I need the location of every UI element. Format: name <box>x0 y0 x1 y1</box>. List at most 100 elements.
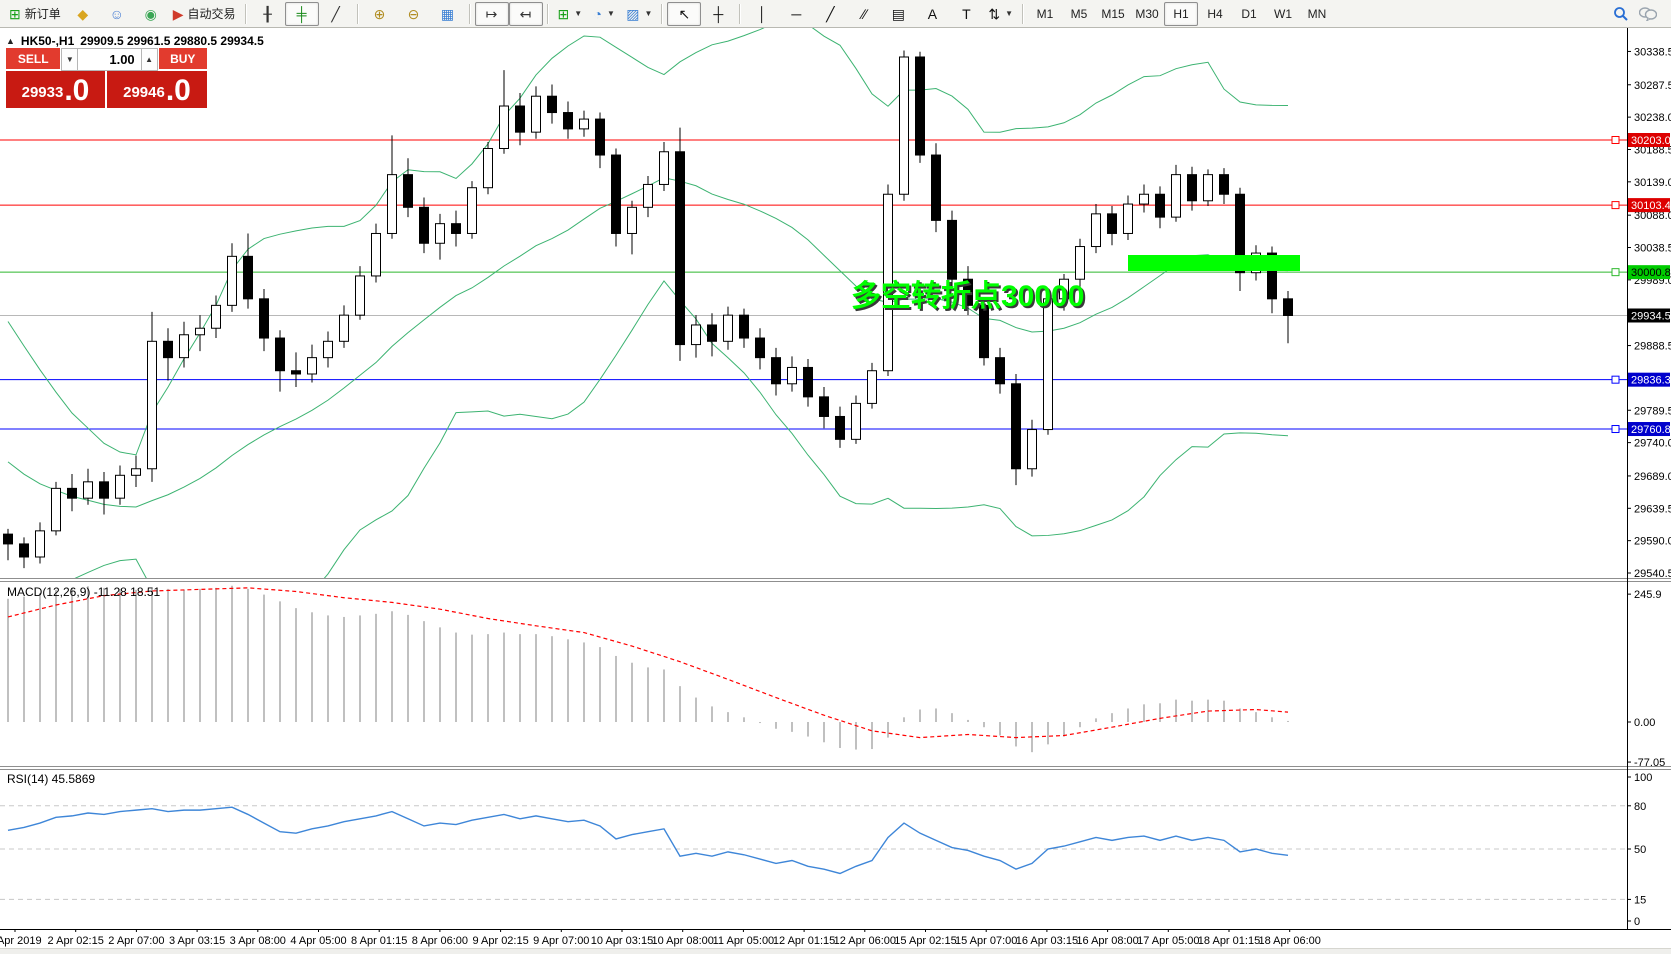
rsi-indicator-label: RSI(14) 45.5869 <box>7 772 96 786</box>
volume-increase-button[interactable]: ▲ <box>140 48 158 71</box>
toolbar-separator <box>468 3 471 24</box>
buy-price[interactable]: 29946 .0 <box>107 71 207 108</box>
timeframe-button-m5[interactable]: M5 <box>1070 6 1088 21</box>
search-icon[interactable] <box>1613 6 1629 22</box>
timeframe-button-m15[interactable]: M15 <box>1101 6 1125 21</box>
price-level-badge[interactable] <box>1628 198 1670 213</box>
periods-button[interactable]: ◔ ▼ <box>587 2 621 26</box>
time-axis[interactable]: 1 Apr 2019 2 Apr 02:15 2 Apr 07:00 3 Apr 03… <box>0 929 1321 947</box>
collapse-chart-icon[interactable]: ▲ <box>6 36 15 46</box>
zoom-in-button[interactable]: ⊕ <box>363 2 397 26</box>
timeframe-button-w1[interactable]: W1 <box>1274 6 1293 21</box>
autotrading-button-label: 自动交易 <box>187 7 236 21</box>
time-tick-label: 17 Apr 05:00 <box>1137 935 1199 947</box>
timeframe-button-h4[interactable]: H4 <box>1207 6 1223 21</box>
time-tick-label: 9 Apr 07:00 <box>533 935 589 947</box>
buy-button[interactable]: BUY <box>157 48 207 71</box>
sell-price-int: 29933 <box>21 84 64 101</box>
toolbar: ⊞ 新订单 ◆ ☺ ◉ ▶ 自动交易 ╂ ╪ ╱ ⊕ ⊖ ▦ ↦ ↤ ⊞ ▼ ◔ ▼ ▨ ▼ ↖ ┼ │ ─ ╱ ∕∕ ▤ A T ⇅ ▼ M1… <box>0 0 1671 28</box>
chart-shift-icon: ↤ <box>519 5 532 22</box>
timeframe-button-h1[interactable]: H1 <box>1164 1 1199 26</box>
horizontal-line-button[interactable]: ─ <box>779 2 813 26</box>
autotrading-button[interactable]: ▶ 自动交易 <box>168 2 241 26</box>
volume-decrease-button[interactable]: ▼ <box>61 48 79 71</box>
toolbar-separator <box>739 3 742 24</box>
chart-area[interactable]: 多空转折点30000 多空转折点30000 30338.5 30287.5 30238.… <box>0 28 1671 953</box>
rsi-line <box>7 806 1289 875</box>
text-label-button[interactable]: T <box>949 2 983 26</box>
timeframe-button-m30[interactable]: M30 <box>1135 6 1159 21</box>
price-level-badge[interactable] <box>1628 422 1670 437</box>
bar-chart-button[interactable]: ╂ <box>251 2 285 26</box>
toolbar-separator <box>661 3 664 24</box>
price-level-badge-text: 30203.0 <box>1631 135 1671 147</box>
timeframe-button-m1[interactable]: M1 <box>1036 6 1054 21</box>
channel-button[interactable]: ∕∕ <box>847 2 881 26</box>
level-handle[interactable] <box>1611 375 1620 384</box>
macd-tick-label: -77.05 <box>1634 757 1665 769</box>
periods-button-caret-icon[interactable]: ▼ <box>606 9 615 18</box>
highlight-zone-rect[interactable] <box>1128 255 1300 271</box>
sell-price[interactable]: 29933 .0 <box>6 71 107 108</box>
time-tick-label: 9 Apr 02:15 <box>472 935 528 947</box>
rsi-pane <box>0 805 1627 900</box>
auto-scroll-button[interactable]: ↦ <box>474 1 509 26</box>
new-order-button[interactable]: ⊞ 新订单 <box>4 2 66 26</box>
zoom-out-button[interactable]: ⊖ <box>397 2 431 26</box>
current-price-badge-text: 29934.5 <box>1631 310 1671 322</box>
toolbar-separator <box>1022 3 1025 24</box>
price-level-lines[interactable] <box>0 136 1627 434</box>
chart-shift-button[interactable]: ↤ <box>508 1 543 26</box>
crosshair-icon: ┼ <box>713 5 724 22</box>
crosshair-button[interactable]: ┼ <box>701 2 735 26</box>
arrows-button-caret-icon[interactable]: ▼ <box>1005 9 1014 18</box>
timeframe-button-d1[interactable]: D1 <box>1241 6 1257 21</box>
price-level-badge[interactable] <box>1628 372 1670 387</box>
fibonacci-button[interactable]: ▤ <box>881 2 915 26</box>
macd-tick-label: 245.9 <box>1634 589 1662 601</box>
volume-input[interactable]: 1.00 <box>78 48 141 71</box>
zoom-out-icon: ⊖ <box>407 5 420 22</box>
price-level-badge-text: 29760.8 <box>1631 424 1671 436</box>
sell-button[interactable]: SELL <box>6 48 62 71</box>
toolbar-right-icons <box>1613 6 1671 22</box>
profile-icon-button[interactable]: ☺ <box>100 2 134 26</box>
annotation-text[interactable]: 多空转折点30000 <box>851 280 1084 313</box>
macd-tick-label: 0.00 <box>1634 717 1655 729</box>
price-tick-label: 30139.0 <box>1634 177 1671 189</box>
time-tick-label: 10 Apr 03:15 <box>591 935 653 947</box>
chat-icon[interactable] <box>1639 6 1657 21</box>
level-handle[interactable] <box>1611 268 1620 277</box>
line-chart-button[interactable]: ╱ <box>319 2 353 26</box>
cursor-button[interactable]: ↖ <box>667 1 702 26</box>
highlighter-icon-icon: ◆ <box>77 5 89 22</box>
toolbar-separator <box>546 3 549 24</box>
price-chart-canvas[interactable]: 多空转折点30000多空转折点3000030338.530287.530238.… <box>0 28 1671 953</box>
highlighter-icon-button[interactable]: ◆ <box>66 2 100 26</box>
tile-windows-icon: ▦ <box>440 5 455 22</box>
new-order-icon: ⊞ <box>9 5 21 22</box>
price-level-badge[interactable] <box>1628 133 1670 147</box>
trendline-button[interactable]: ╱ <box>813 2 847 26</box>
navigator-icon-button[interactable]: ◉ <box>134 2 168 26</box>
templates-button[interactable]: ▨ ▼ <box>621 2 657 26</box>
buy-price-int: 29946 <box>123 84 165 101</box>
bar-chart-icon: ╂ <box>263 5 272 22</box>
indicators-button-caret-icon[interactable]: ▼ <box>574 9 583 18</box>
tile-windows-button[interactable]: ▦ <box>431 2 465 26</box>
time-tick-label: 15 Apr 07:00 <box>955 935 1017 947</box>
vertical-line-button[interactable]: │ <box>745 2 779 26</box>
indicators-button[interactable]: ⊞ ▼ <box>553 2 588 26</box>
templates-button-caret-icon[interactable]: ▼ <box>644 9 653 18</box>
text-button[interactable]: A <box>915 2 949 26</box>
level-handle[interactable] <box>1611 201 1620 210</box>
level-handle[interactable] <box>1611 425 1620 434</box>
timeframe-button-mn[interactable]: MN <box>1307 6 1327 21</box>
fibonacci-icon: ▤ <box>891 5 905 22</box>
arrows-button[interactable]: ⇅ ▼ <box>983 2 1018 26</box>
candlesticks <box>3 50 1293 569</box>
level-handle[interactable] <box>1611 136 1620 144</box>
price-level-badge[interactable] <box>1628 265 1670 280</box>
current-price-badge[interactable] <box>1628 308 1670 323</box>
candlestick-button[interactable]: ╪ <box>284 1 319 26</box>
